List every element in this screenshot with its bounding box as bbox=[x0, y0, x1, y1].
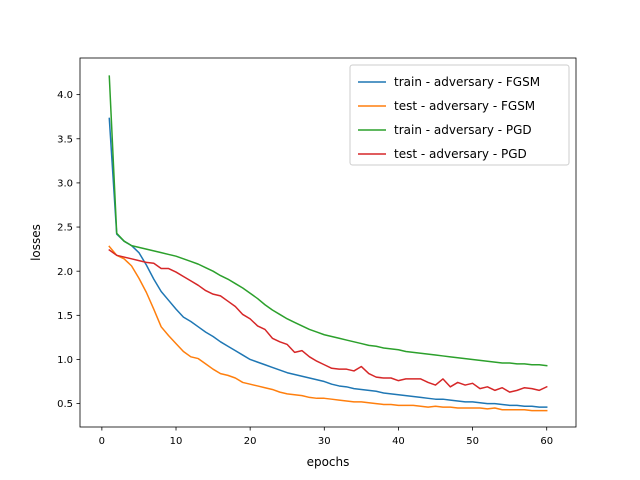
series-line-3 bbox=[108, 75, 548, 367]
x-tick-label: 50 bbox=[466, 436, 479, 447]
series-line-4 bbox=[108, 248, 548, 393]
legend-label: train - adversary - FGSM bbox=[394, 75, 540, 89]
x-axis-label: epochs bbox=[307, 455, 350, 469]
x-tick-label: 10 bbox=[170, 436, 183, 447]
legend-label: test - adversary - PGD bbox=[394, 147, 527, 161]
y-tick-label: 3.5 bbox=[57, 134, 73, 145]
legend-box bbox=[349, 64, 570, 166]
x-tick-label: 0 bbox=[99, 436, 105, 447]
y-axis-label: losses bbox=[29, 224, 43, 261]
series-line-1 bbox=[108, 117, 548, 408]
y-tick-label: 4.0 bbox=[57, 90, 73, 101]
plot-frame bbox=[79, 57, 577, 428]
x-tick-label: 60 bbox=[540, 436, 553, 447]
legend: train - adversary - FGSM test - adversary… bbox=[349, 64, 570, 166]
y-tick-label: 2.5 bbox=[57, 223, 73, 234]
y-tick-label: 2.0 bbox=[57, 267, 73, 278]
x-axis-ticks: 0 10 20 30 40 50 60 bbox=[99, 427, 553, 447]
y-tick-label: 3.0 bbox=[57, 179, 73, 190]
x-tick-label: 40 bbox=[392, 436, 405, 447]
y-tick-label: 1.0 bbox=[57, 355, 73, 366]
y-axis-ticks: 0.5 1.0 1.5 2.0 2.5 3.0 3.5 4.0 bbox=[57, 90, 80, 410]
series-line-2 bbox=[108, 245, 548, 412]
y-tick-label: 0.5 bbox=[57, 399, 73, 410]
x-tick-label: 30 bbox=[318, 436, 331, 447]
legend-label: test - adversary - FGSM bbox=[394, 99, 535, 113]
x-tick-label: 20 bbox=[244, 436, 257, 447]
legend-label: train - adversary - PGD bbox=[394, 123, 532, 137]
series-layer bbox=[108, 75, 548, 412]
y-tick-label: 1.5 bbox=[57, 311, 73, 322]
